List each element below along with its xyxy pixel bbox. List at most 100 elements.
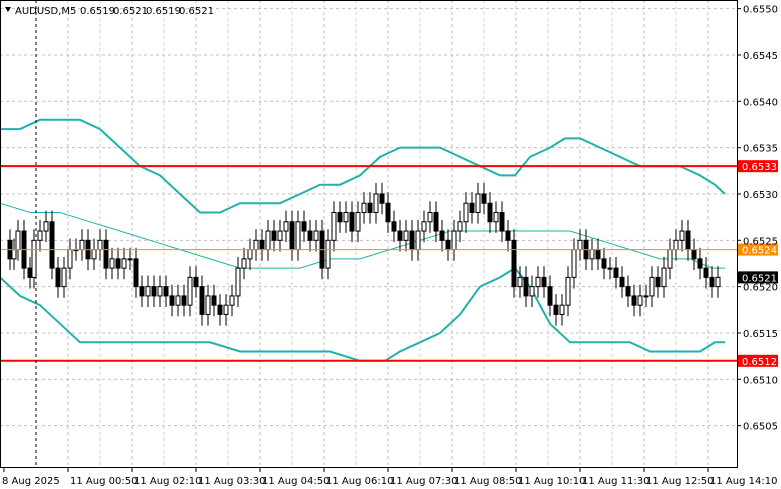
candle-body xyxy=(61,267,67,288)
price-level-badge xyxy=(738,354,778,367)
candle-body xyxy=(391,221,397,232)
candle-body xyxy=(121,258,127,269)
price-level-badge xyxy=(738,243,778,256)
y-tick-label: 0.6535 xyxy=(743,144,778,155)
candle-body xyxy=(613,267,619,278)
candle-body xyxy=(523,276,529,297)
candle-body xyxy=(133,258,139,288)
candle-body xyxy=(571,249,577,278)
candle-body xyxy=(619,276,625,288)
candle-body xyxy=(307,230,313,241)
candle-body xyxy=(577,239,583,251)
candle-body xyxy=(43,221,49,232)
y-tick-label: 0.6545 xyxy=(743,51,778,62)
candle-body xyxy=(463,202,469,223)
candle-body xyxy=(49,221,55,269)
y-tick-label: 0.6520 xyxy=(743,283,778,294)
x-tick-label: 11 Aug 07:30 xyxy=(390,476,457,487)
candle-body xyxy=(145,286,151,297)
candle-body xyxy=(259,239,265,251)
candle-body xyxy=(103,239,109,269)
candlesticks xyxy=(7,182,721,326)
y-tick-label: 0.6550 xyxy=(743,5,778,16)
candle-body xyxy=(11,249,17,260)
candle-body xyxy=(37,230,43,241)
candle-body xyxy=(27,267,33,278)
x-tick-label: 11 Aug 04:50 xyxy=(262,476,329,487)
close-value: 0.6521 xyxy=(179,6,214,17)
candle-body xyxy=(535,276,541,288)
x-tick-label: 11 Aug 14:10 xyxy=(710,476,777,487)
x-tick-label: 11 Aug 10:10 xyxy=(518,476,585,487)
candle-body xyxy=(277,230,283,241)
x-tick-label: 11 Aug 06:10 xyxy=(326,476,393,487)
current-price-label: 0.6521 xyxy=(742,273,777,284)
candle-body xyxy=(457,221,463,232)
candle-body xyxy=(15,230,21,251)
open-value: 0.6519 xyxy=(80,6,115,17)
candle-body xyxy=(655,276,661,288)
candle-body xyxy=(163,286,169,297)
horizontal-levels[interactable]: 0.6533 0.6524 0.6512 0.6521 xyxy=(0,160,778,368)
candle-body xyxy=(343,212,349,223)
candle-body xyxy=(607,267,613,270)
candle-body xyxy=(67,249,73,269)
candle-body xyxy=(661,267,667,288)
candle-body xyxy=(421,221,427,232)
candle-body xyxy=(631,295,637,306)
candle-body xyxy=(517,276,523,288)
candle-body xyxy=(691,249,697,260)
x-tick-label: 11 Aug 08:50 xyxy=(454,476,521,487)
candle-body xyxy=(595,249,601,260)
middle-band-line xyxy=(0,202,725,269)
candle-body xyxy=(547,286,553,306)
y-tick-label: 0.6505 xyxy=(743,422,778,433)
candle-body xyxy=(373,193,379,214)
candle-body xyxy=(241,258,247,269)
y-tick-label: 0.6540 xyxy=(743,97,778,108)
upper-band-line xyxy=(0,118,726,214)
candle-body xyxy=(601,258,607,269)
candle-body xyxy=(91,249,97,260)
price-level-badge xyxy=(738,160,778,173)
candle-body xyxy=(511,239,517,288)
candle-body xyxy=(367,202,373,214)
y-tick-label: 0.6510 xyxy=(743,375,778,386)
candle-body xyxy=(679,230,685,241)
x-tick-label: 8 Aug 2025 xyxy=(2,476,60,487)
x-tick-label: 11 Aug 02:10 xyxy=(134,476,201,487)
price-level-label: 0.6512 xyxy=(742,357,777,368)
candle-body xyxy=(379,193,385,204)
y-tick-label: 0.6525 xyxy=(743,236,778,247)
candle-body xyxy=(97,239,103,251)
candle-body xyxy=(355,212,361,232)
candle-body xyxy=(481,193,487,204)
candle-body xyxy=(175,295,181,306)
x-tick-label: 11 Aug 03:30 xyxy=(198,476,265,487)
candle-body xyxy=(529,286,535,297)
candle-body xyxy=(709,276,715,288)
chevron-down-icon[interactable] xyxy=(5,7,11,12)
candle-body xyxy=(139,286,145,297)
price-level-label: 0.6533 xyxy=(742,162,777,173)
grid-lines xyxy=(0,0,737,468)
candle-body xyxy=(349,212,355,232)
candle-body xyxy=(433,212,439,232)
candle-body xyxy=(397,230,403,241)
candle-body xyxy=(415,230,421,251)
candle-body xyxy=(643,295,649,298)
candle-body xyxy=(271,230,277,241)
candle-body xyxy=(703,267,709,278)
candle-body xyxy=(493,212,499,223)
candle-body xyxy=(31,239,37,278)
candle-body xyxy=(295,221,301,251)
lower-band-line xyxy=(0,266,725,362)
candle-body xyxy=(427,212,433,223)
candle-body xyxy=(55,267,61,288)
candle-body xyxy=(625,286,631,297)
candle-body xyxy=(649,276,655,297)
candle-body xyxy=(313,230,319,241)
x-tick-label: 11 Aug 11:30 xyxy=(582,476,649,487)
